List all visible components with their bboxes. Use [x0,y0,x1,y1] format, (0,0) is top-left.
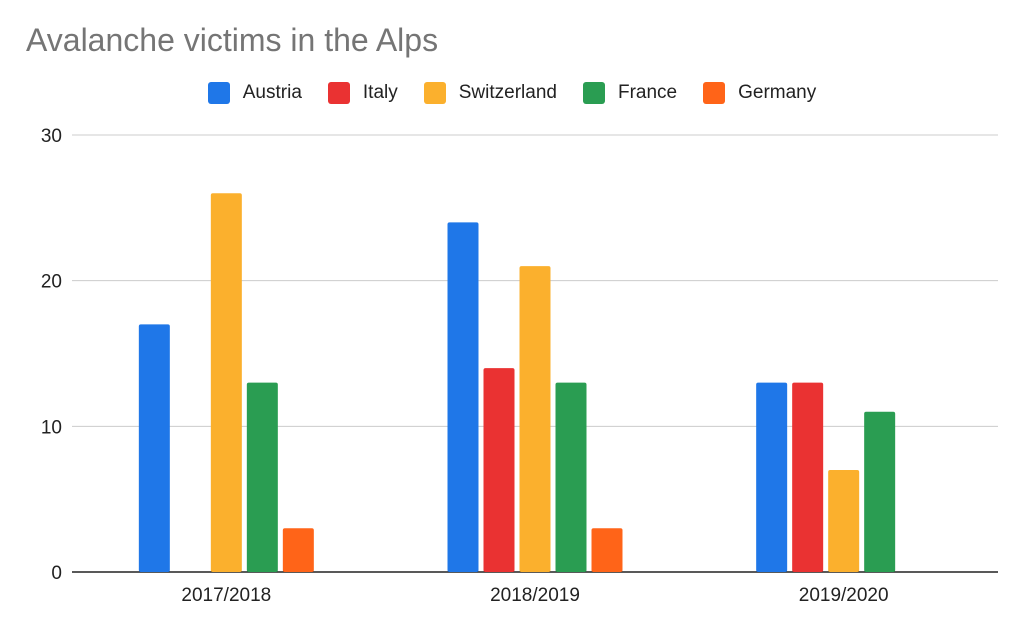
bar-switzerland-2017-2018[interactable] [210,193,242,572]
x-tick-label-2017-2018: 2017/2018 [181,585,271,606]
legend-swatch-italy [327,82,350,104]
legend: Austria Italy Switzerland France Germany [0,80,1024,106]
bar-germany-2018-2019[interactable] [591,528,623,572]
legend-label-germany: Germany [738,82,817,103]
legend-item-france[interactable]: France [582,82,678,104]
legend-swatch-france [582,82,605,104]
x-tick-label-2018-2019: 2018/2019 [490,585,580,606]
y-axis-ticks: 0 10 20 30 [41,126,62,584]
legend-label-france: France [617,82,678,103]
y-tick-label-30: 30 [41,126,62,147]
bar-italy-2018-2019[interactable] [483,368,515,572]
legend-item-switzerland[interactable]: Switzerland [423,82,557,104]
legend-item-italy[interactable]: Italy [327,82,398,104]
legend-label-austria: Austria [242,82,302,103]
bar-austria-2017-2018[interactable] [138,324,170,572]
legend-swatch-austria [207,82,230,104]
bars [138,193,896,572]
x-axis-ticks: 2017/2018 2018/2019 2019/2020 [181,585,888,606]
bar-austria-2018-2019[interactable] [447,222,479,572]
bar-france-2019-2020[interactable] [864,411,896,572]
legend-item-austria[interactable]: Austria [207,82,302,104]
bar-france-2018-2019[interactable] [555,382,587,572]
bar-austria-2019-2020[interactable] [756,382,788,572]
legend-swatch-switzerland [423,82,446,104]
bar-germany-2017-2018[interactable] [282,528,314,572]
chart-title: Avalanche victims in the Alps [26,22,439,58]
bar-switzerland-2018-2019[interactable] [519,266,551,572]
legend-label-italy: Italy [362,82,398,103]
bar-italy-2019-2020[interactable] [792,382,824,572]
y-tick-label-0: 0 [51,563,62,584]
bar-france-2017-2018[interactable] [246,382,278,572]
x-tick-label-2019-2020: 2019/2020 [799,585,889,606]
y-tick-label-10: 10 [41,417,62,438]
legend-label-switzerland: Switzerland [458,82,557,103]
legend-swatch-germany [703,82,726,104]
bar-switzerland-2019-2020[interactable] [828,470,860,572]
legend-item-germany[interactable]: Germany [703,82,816,104]
y-tick-label-20: 20 [41,272,62,293]
